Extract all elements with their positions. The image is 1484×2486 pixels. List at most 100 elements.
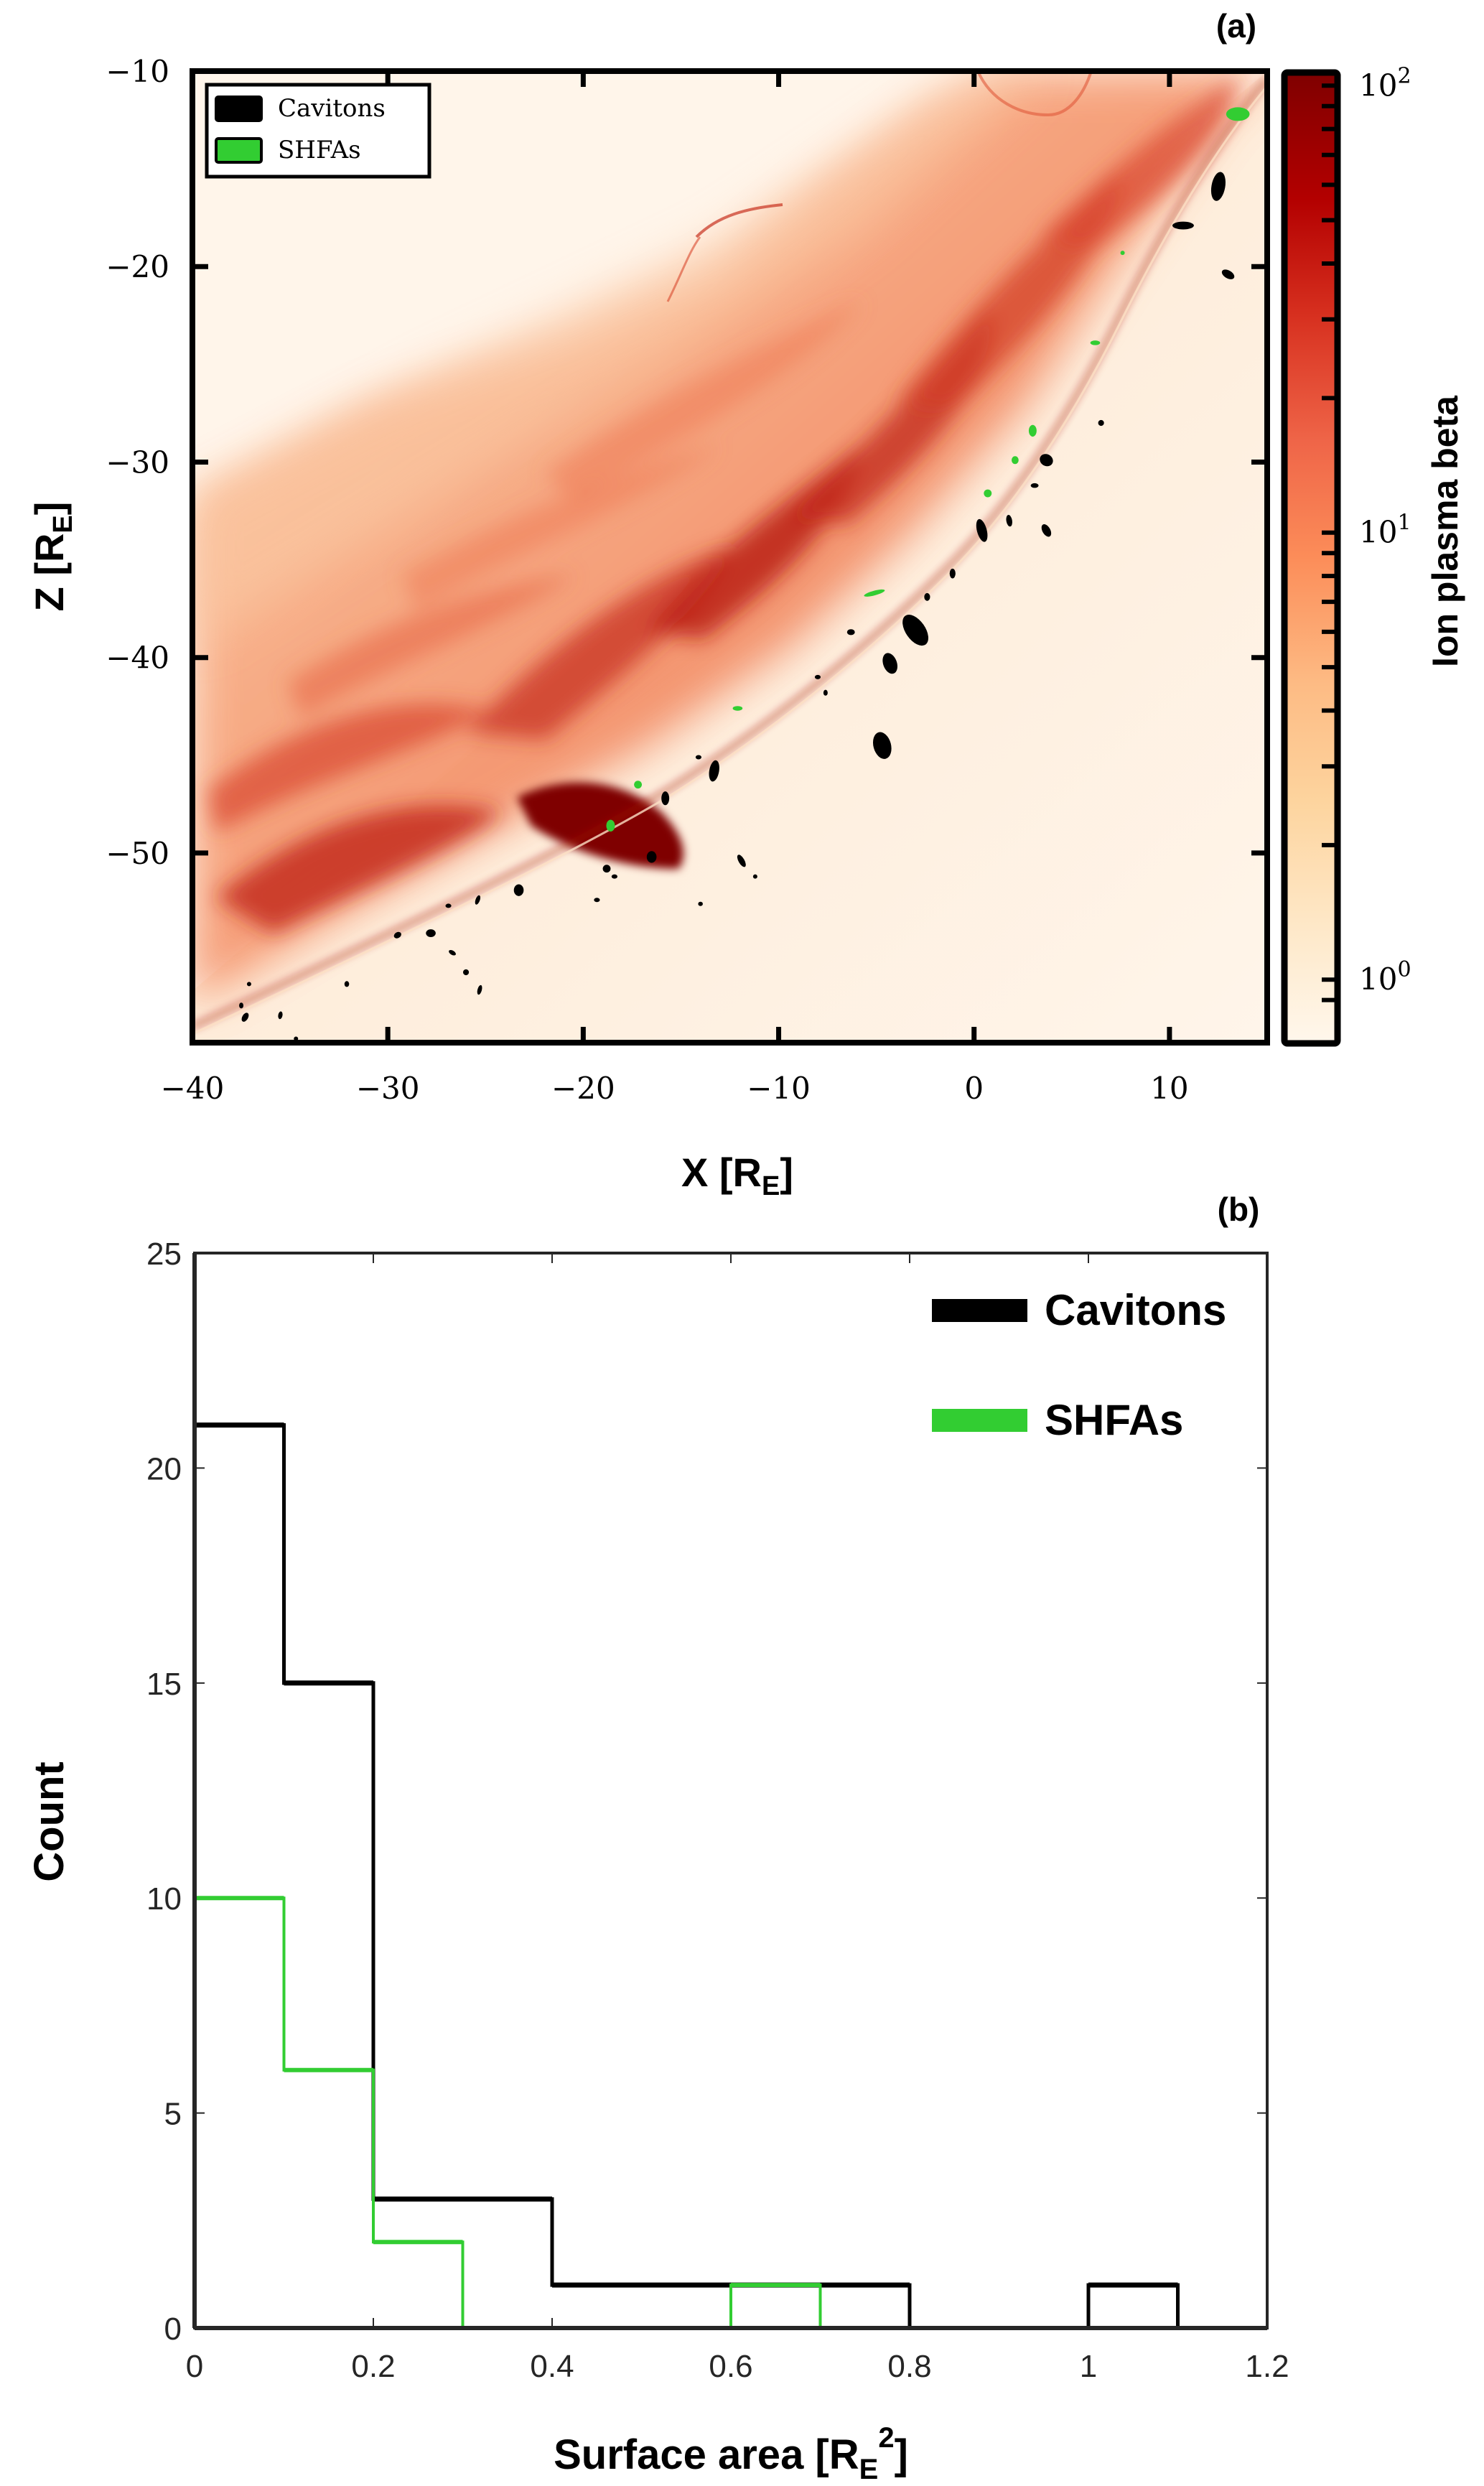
shfas-layer bbox=[606, 107, 1250, 832]
caviton-marker bbox=[477, 984, 482, 995]
panel-a: (a) bbox=[27, 7, 1465, 1201]
heatmap bbox=[192, 71, 1267, 1043]
caviton-marker bbox=[602, 865, 611, 873]
caviton-marker bbox=[594, 898, 600, 903]
caviton-marker bbox=[902, 615, 929, 646]
colorbar-frame bbox=[1281, 69, 1341, 1047]
panel-a-yticks: −10 −20 −30 −40 −50 bbox=[106, 54, 1267, 871]
legend-swatch-cavitons bbox=[215, 96, 263, 122]
y-tick-label: −30 bbox=[106, 444, 169, 480]
panel-a-xticks: −40 −30 −20 −10 0 10 bbox=[161, 71, 1189, 1106]
y-tick-label: 5 bbox=[164, 2097, 182, 2132]
colorbar-tick-label: 100 bbox=[1359, 957, 1411, 997]
caviton-marker bbox=[241, 1012, 249, 1022]
caviton-marker bbox=[698, 901, 703, 906]
x-tick-label: −40 bbox=[161, 1071, 225, 1106]
panel-b-legend: Cavitons SHFAs bbox=[932, 1286, 1226, 1444]
panel-a-ylabel: Z [RE] bbox=[27, 502, 78, 612]
caviton-marker bbox=[1040, 454, 1053, 467]
caviton-marker bbox=[1210, 172, 1226, 201]
shfa-marker bbox=[1011, 456, 1019, 465]
panel-b-ylabel: Count bbox=[26, 1761, 73, 1882]
shfa-marker bbox=[1090, 340, 1101, 345]
caviton-marker bbox=[872, 732, 892, 759]
panel-a-frame bbox=[190, 68, 1270, 1046]
panel-a-label: (a) bbox=[1216, 7, 1256, 45]
caviton-marker bbox=[426, 929, 436, 937]
caviton-marker bbox=[976, 518, 988, 542]
x-tick-label: 0.8 bbox=[887, 2349, 931, 2384]
caviton-marker bbox=[239, 1002, 244, 1009]
x-tick-label: −20 bbox=[551, 1071, 615, 1106]
legend-line-shfas bbox=[932, 1409, 1027, 1432]
x-tick-label: −10 bbox=[747, 1071, 811, 1106]
filament bbox=[695, 203, 783, 238]
caviton-marker bbox=[924, 592, 930, 601]
cavitons-layer bbox=[239, 172, 1235, 1041]
caviton-marker bbox=[393, 931, 401, 939]
legend-swatch-shfas bbox=[215, 137, 263, 164]
caviton-marker bbox=[513, 884, 524, 896]
caviton-marker bbox=[278, 1011, 283, 1020]
caviton-marker bbox=[846, 629, 855, 636]
panel-b-label: (b) bbox=[1218, 1191, 1260, 1228]
legend-label-shfas-b: SHFAs bbox=[1045, 1396, 1183, 1444]
y-tick-label: 0 bbox=[164, 2312, 182, 2347]
colorbar-label: Ion plasma beta bbox=[1425, 395, 1465, 667]
legend-label-cavitons: Cavitons bbox=[278, 94, 386, 123]
caviton-marker bbox=[814, 674, 821, 679]
shfa-marker bbox=[1028, 424, 1037, 437]
x-tick-label: −30 bbox=[356, 1071, 420, 1106]
caviton-marker bbox=[695, 755, 702, 760]
shfa-marker bbox=[1226, 107, 1250, 121]
caviton-marker bbox=[1006, 515, 1012, 527]
caviton-marker bbox=[246, 982, 251, 987]
shfa-marker bbox=[864, 589, 885, 597]
caviton-marker bbox=[344, 981, 350, 987]
caviton-marker bbox=[709, 760, 719, 782]
shfa-marker bbox=[1120, 251, 1125, 256]
x-tick-label: 0 bbox=[186, 2349, 203, 2384]
caviton-marker bbox=[1041, 524, 1052, 537]
legend-line-cavitons bbox=[932, 1299, 1027, 1322]
panel-a-legend: Cavitons SHFAs bbox=[205, 83, 431, 179]
bow-shock-front bbox=[192, 78, 1267, 1029]
caviton-marker bbox=[823, 689, 828, 696]
colorbar: 100 101 102 Ion plasma beta bbox=[1281, 63, 1465, 1047]
y-tick-label: −10 bbox=[106, 54, 169, 89]
y-tick-label: 10 bbox=[146, 1881, 182, 1917]
y-tick-label: −20 bbox=[106, 249, 169, 284]
y-tick-label: −50 bbox=[106, 836, 169, 871]
y-tick-label: −40 bbox=[106, 641, 169, 676]
colorbar-tick-label: 102 bbox=[1359, 63, 1411, 103]
colorbar-tick-label: 101 bbox=[1359, 511, 1411, 550]
caviton-marker bbox=[882, 653, 898, 674]
caviton-marker bbox=[1172, 221, 1194, 230]
caviton-marker bbox=[661, 791, 670, 806]
caviton-marker bbox=[611, 874, 617, 879]
x-tick-label: 0.6 bbox=[709, 2349, 752, 2384]
caviton-marker bbox=[449, 950, 456, 956]
x-tick-label: 0 bbox=[964, 1071, 984, 1106]
y-tick-label: 20 bbox=[146, 1451, 182, 1486]
panel-b: (b) 0 0.2 0.4 0.6 0.8 1 1.2 0 5 10 15 20 25 Cavitons… bbox=[26, 1191, 1289, 2485]
panel-a-xlabel: X [RE] bbox=[681, 1150, 793, 1201]
caviton-marker bbox=[737, 855, 746, 867]
x-tick-label: 1.2 bbox=[1245, 2349, 1289, 2384]
shfa-marker bbox=[606, 819, 615, 832]
outer-sheath-haze bbox=[192, 71, 1041, 646]
x-tick-label: 0.4 bbox=[530, 2349, 574, 2384]
high-beta-streaks bbox=[208, 79, 1235, 934]
x-tick-label: 1 bbox=[1080, 2349, 1097, 2384]
caviton-marker bbox=[445, 903, 452, 908]
panel-b-ticks: 0 0.2 0.4 0.6 0.8 1 1.2 0 5 10 15 20 25 bbox=[146, 1237, 1289, 2384]
y-tick-label: 15 bbox=[146, 1667, 182, 1702]
caviton-marker bbox=[646, 851, 657, 863]
y-tick-label: 25 bbox=[146, 1237, 182, 1272]
caviton-marker bbox=[752, 874, 757, 879]
caviton-marker bbox=[949, 568, 956, 579]
shfa-marker bbox=[984, 489, 992, 498]
caviton-marker bbox=[1221, 269, 1235, 279]
colorbar-gradient bbox=[1284, 73, 1338, 1043]
filament-tail bbox=[666, 236, 701, 302]
